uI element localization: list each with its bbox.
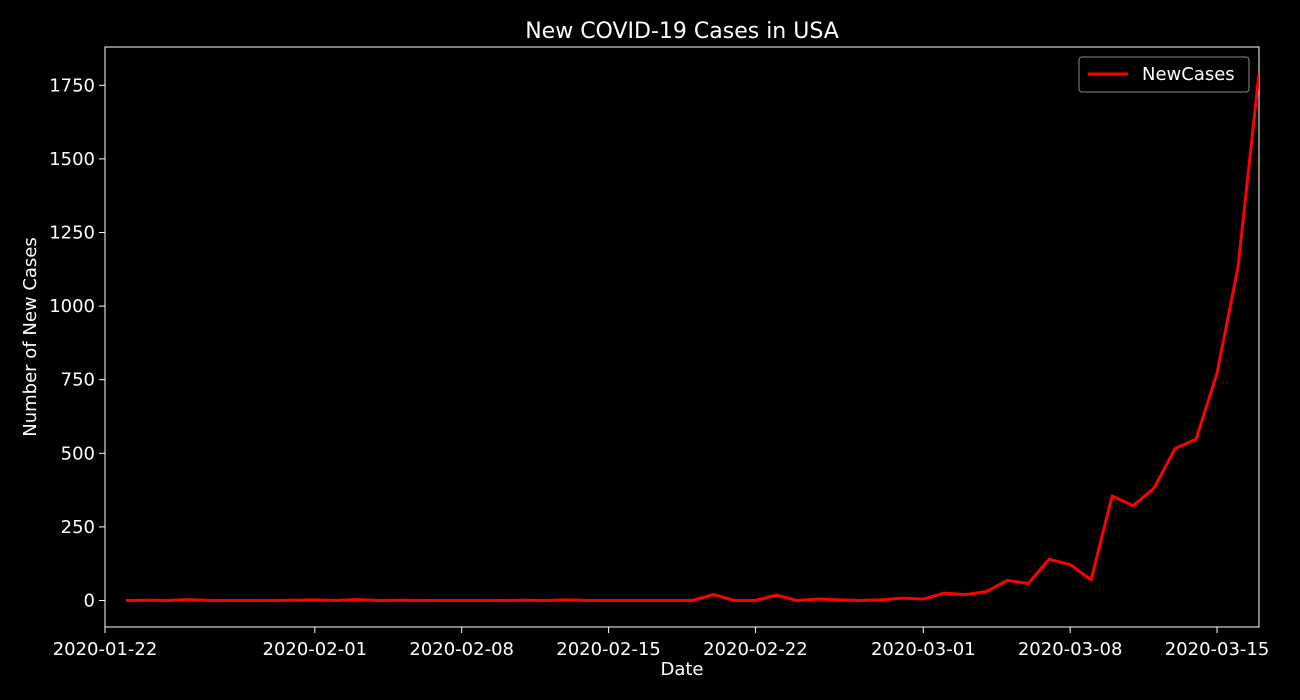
series-line-newcases [125,73,1259,602]
legend-label-newcases: NewCases [1142,64,1235,85]
y-tick-label: 1000 [49,296,95,317]
x-tick-label: 2020-02-08 [409,639,514,660]
y-tick-label: 1500 [49,149,95,170]
plot-area-frame [104,46,1260,628]
y-tick-label: 1250 [49,222,95,243]
y-tick-label: 1750 [49,75,95,96]
y-tick-label: 0 [84,591,95,612]
x-tick-label: 2020-03-01 [871,639,976,660]
y-axis-label: Number of New Cases [20,237,41,437]
y-axis: 0 250 500 750 1000 1250 1500 1750 [49,75,105,612]
x-tick-label: 2020-02-01 [263,639,368,660]
x-tick-label: 2020-03-08 [1018,639,1123,660]
x-tick-label: 2020-02-22 [703,639,808,660]
x-tick-label: 2020-01-22 [53,639,158,660]
y-tick-label: 500 [61,443,95,464]
y-tick-label: 250 [61,517,95,538]
series-layer [125,73,1259,602]
x-axis-label: Date [660,659,703,680]
chart-title: New COVID-19 Cases in USA [525,19,839,44]
legend: NewCases [1078,56,1250,93]
x-axis: 2020-01-22 2020-02-01 2020-02-08 2020-02-15… [53,627,1270,660]
x-tick-label: 2020-02-15 [556,639,661,660]
legend-box [1078,56,1250,93]
x-tick-label: 2020-03-15 [1165,639,1270,660]
y-tick-label: 750 [61,370,95,391]
